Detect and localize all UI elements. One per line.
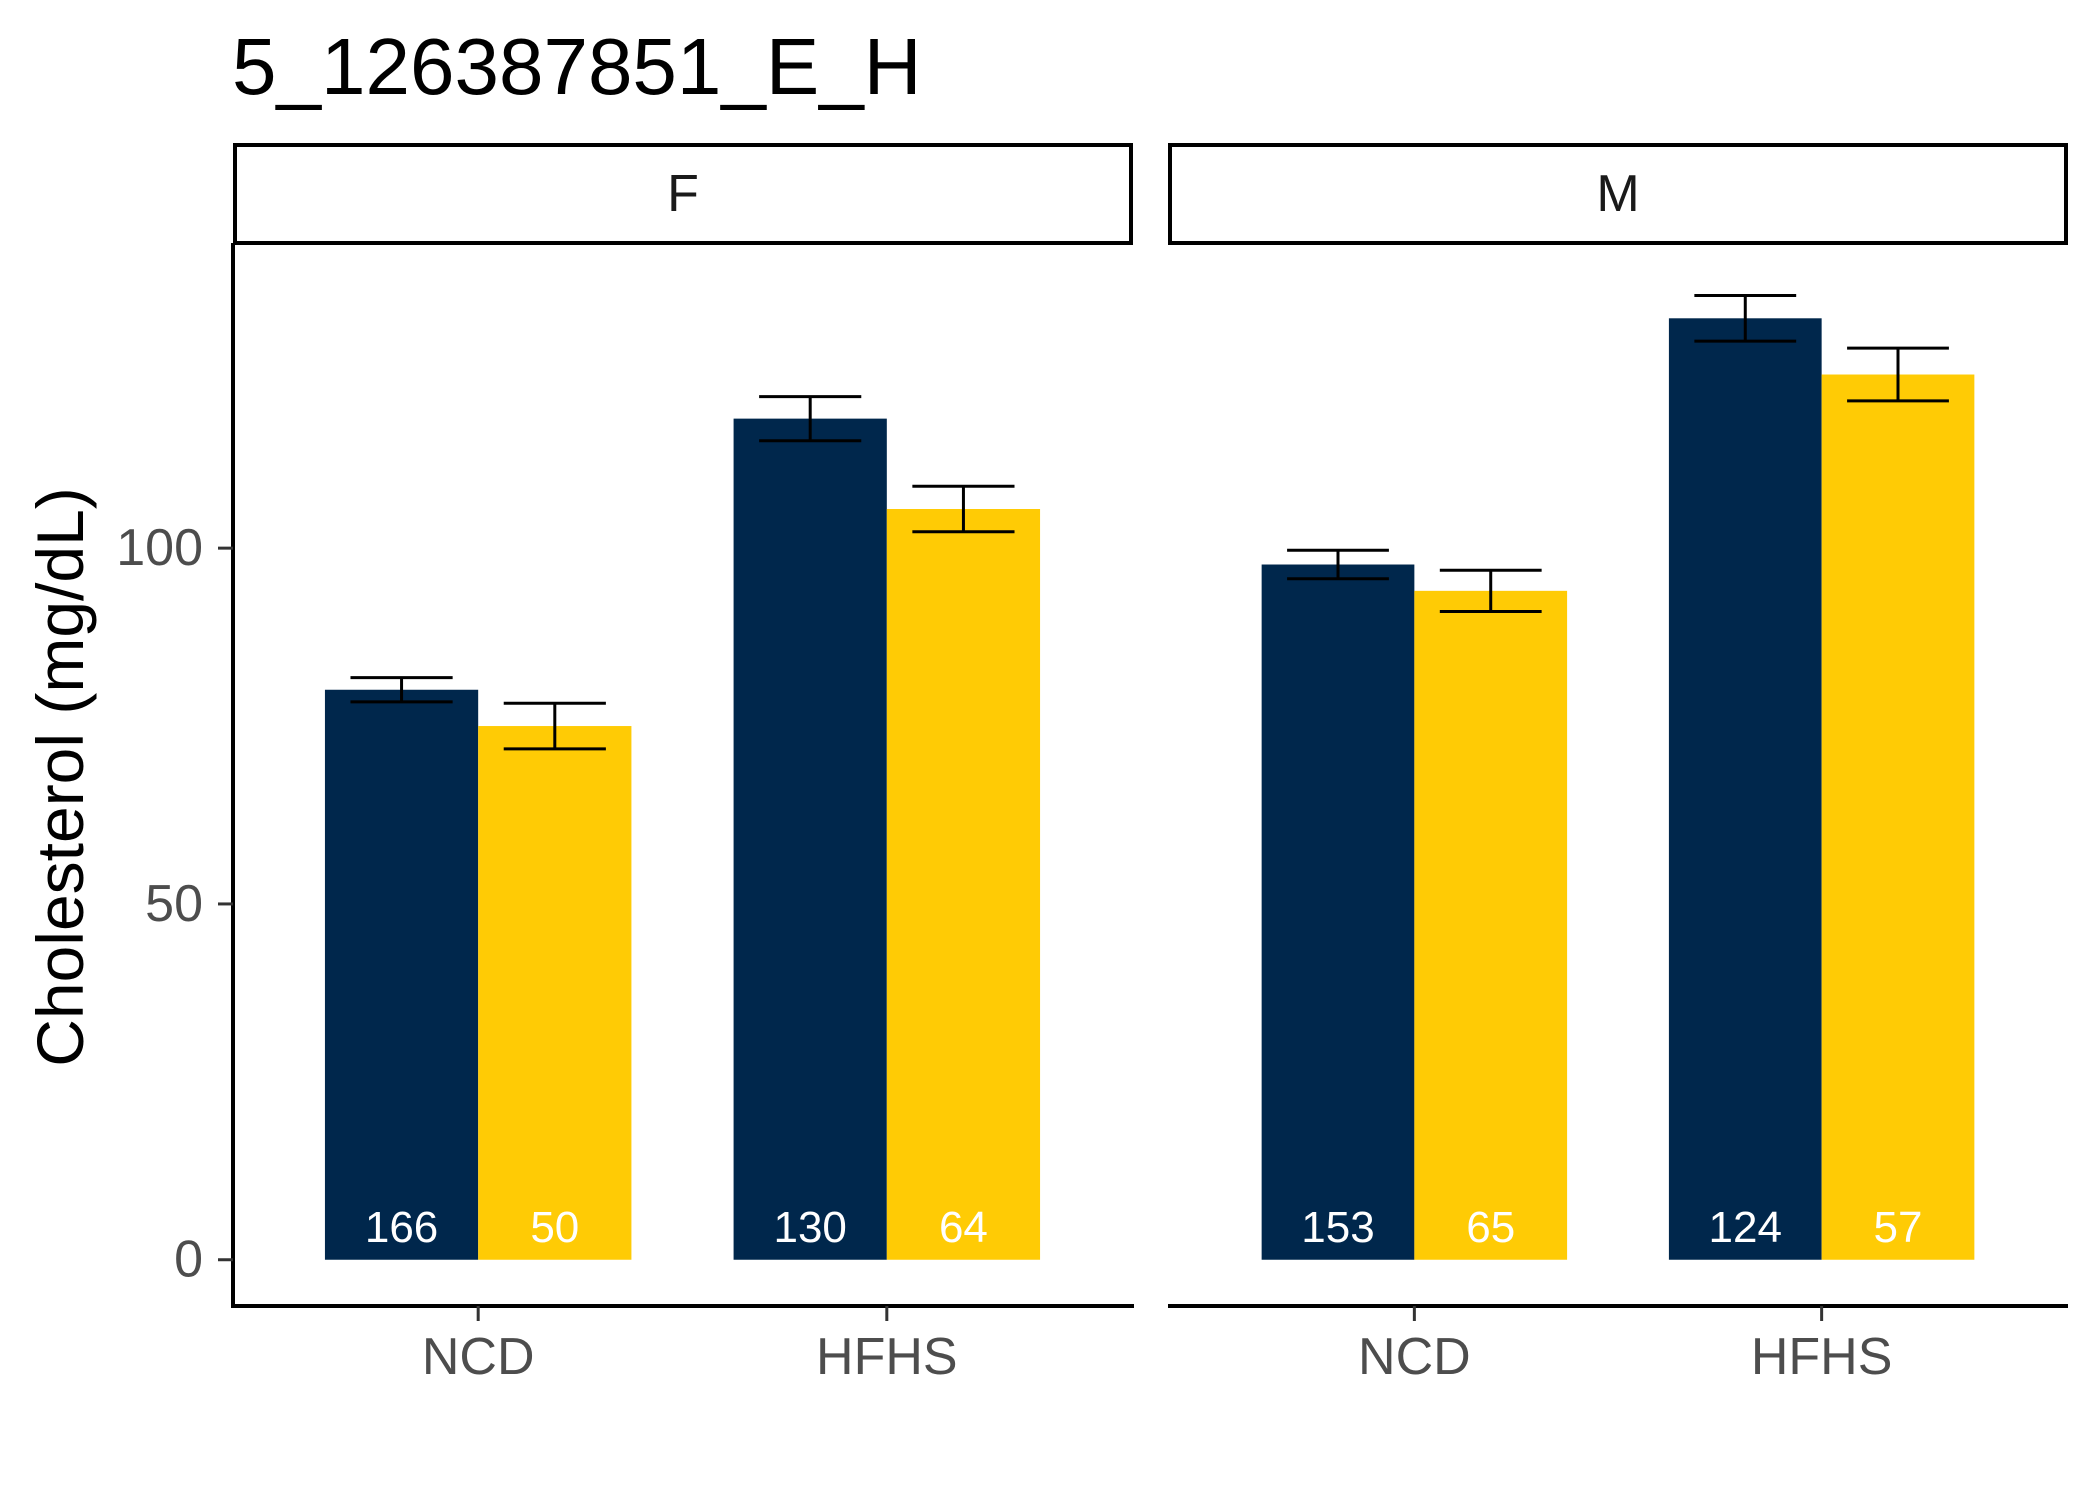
x-tick-label-f-hfhs: HFHS	[816, 1328, 958, 1386]
bar-f-ncd-series-1	[324, 689, 479, 1260]
bar-f-hfhs-series-1	[733, 418, 887, 1260]
bar-group-f-ncd-series-1: 166	[324, 676, 479, 1260]
bar-marks: 166 50 130 64 153 65 124 57	[324, 294, 1975, 1260]
y-tick-label-100: 100	[116, 519, 203, 577]
x-tick-label-m-ncd: NCD	[1358, 1328, 1471, 1386]
count-label-f-hfhs-series-1: 130	[773, 1203, 846, 1252]
bar-group-f-hfhs-series-2: 64	[886, 484, 1041, 1260]
facet-strip-f-box	[233, 143, 1133, 245]
count-label-m-ncd-series-2: 65	[1466, 1203, 1515, 1252]
y-axis-ticks: 0 50 100	[116, 519, 233, 1289]
y-tick-label-50: 50	[145, 875, 203, 933]
bar-group-m-ncd-series-2: 65	[1414, 568, 1568, 1260]
bar-m-hfhs-series-1	[1668, 318, 1822, 1260]
facet-strip-f: F	[233, 143, 1133, 245]
facet-strip-m-box	[1168, 143, 2068, 245]
x-tick-label-f-ncd: NCD	[422, 1328, 535, 1386]
count-label-f-ncd-series-1: 166	[365, 1203, 438, 1252]
x-axis-ticks: NCD HFHS NCD HFHS	[422, 1306, 1893, 1386]
bar-group-f-hfhs-series-1: 130	[733, 395, 887, 1260]
bar-m-ncd-series-2	[1414, 590, 1568, 1260]
bar-group-m-ncd-series-1: 153	[1261, 548, 1415, 1260]
facet-strip-f-label: F	[667, 165, 699, 223]
x-tick-label-m-hfhs: HFHS	[1751, 1328, 1893, 1386]
bar-group-f-ncd-series-2: 50	[478, 701, 632, 1260]
facet-strip-m-label: M	[1596, 165, 1639, 223]
bar-m-ncd-series-1	[1261, 564, 1415, 1260]
count-label-m-ncd-series-1: 153	[1301, 1203, 1374, 1252]
bar-group-m-hfhs-series-2: 57	[1821, 346, 1975, 1260]
bar-f-hfhs-series-2	[886, 509, 1041, 1260]
chart-title: 5_126387851_E_H	[232, 22, 922, 111]
y-tick-label-0: 0	[174, 1231, 203, 1289]
bar-m-hfhs-series-2	[1821, 374, 1975, 1260]
facet-strip-m: M	[1168, 143, 2068, 245]
y-axis-title: Cholesterol (mg/dL)	[23, 487, 97, 1067]
bar-f-ncd-series-2	[478, 726, 632, 1260]
count-label-f-hfhs-series-2: 64	[939, 1203, 988, 1252]
bar-group-m-hfhs-series-1: 124	[1668, 294, 1822, 1260]
count-label-m-hfhs-series-1: 124	[1709, 1203, 1782, 1252]
count-label-m-hfhs-series-2: 57	[1874, 1203, 1923, 1252]
count-label-f-ncd-series-2: 50	[530, 1203, 579, 1252]
